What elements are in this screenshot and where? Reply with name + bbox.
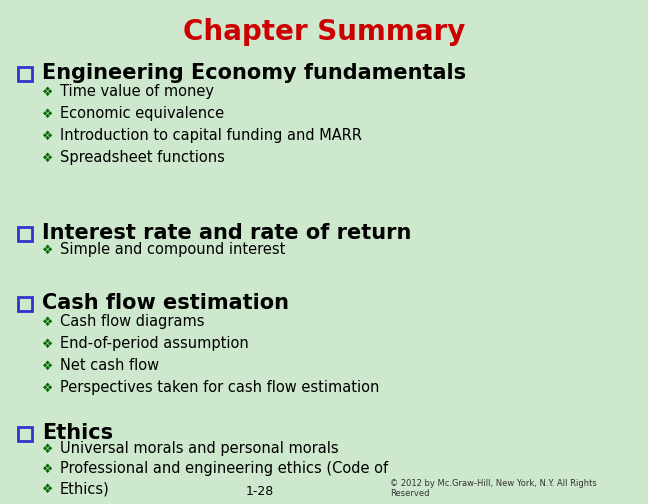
- Text: Net cash flow: Net cash flow: [60, 358, 159, 373]
- Text: ❖: ❖: [42, 152, 54, 165]
- Text: ❖: ❖: [42, 244, 54, 257]
- Text: ❖: ❖: [42, 443, 54, 456]
- Text: Spreadsheet functions: Spreadsheet functions: [60, 150, 225, 165]
- Text: Interest rate and rate of return: Interest rate and rate of return: [42, 223, 411, 243]
- Text: ❖: ❖: [42, 316, 54, 329]
- Text: ❖: ❖: [42, 130, 54, 143]
- Text: Time value of money: Time value of money: [60, 84, 214, 99]
- Text: Engineering Economy fundamentals: Engineering Economy fundamentals: [42, 63, 466, 83]
- Text: Ethics): Ethics): [60, 481, 110, 496]
- Bar: [18, 427, 32, 441]
- Text: © 2012 by Mc.Graw-Hill, New York, N.Y. All Rights
Reserved: © 2012 by Mc.Graw-Hill, New York, N.Y. A…: [390, 479, 597, 498]
- Text: End-of-period assumption: End-of-period assumption: [60, 336, 249, 351]
- Text: ❖: ❖: [42, 483, 54, 496]
- Text: ❖: ❖: [42, 463, 54, 476]
- Text: Chapter Summary: Chapter Summary: [183, 18, 465, 46]
- Text: Cash flow diagrams: Cash flow diagrams: [60, 314, 205, 329]
- Bar: [18, 67, 32, 81]
- Text: ❖: ❖: [42, 360, 54, 373]
- Bar: [18, 297, 32, 311]
- Text: ❖: ❖: [42, 86, 54, 99]
- Text: Introduction to capital funding and MARR: Introduction to capital funding and MARR: [60, 128, 362, 143]
- Text: Professional and engineering ethics (Code of: Professional and engineering ethics (Cod…: [60, 461, 388, 476]
- Text: Ethics: Ethics: [42, 423, 113, 443]
- Text: Simple and compound interest: Simple and compound interest: [60, 242, 285, 257]
- Bar: [18, 227, 32, 241]
- Text: ❖: ❖: [42, 382, 54, 395]
- Text: Perspectives taken for cash flow estimation: Perspectives taken for cash flow estimat…: [60, 380, 379, 395]
- Text: Economic equivalence: Economic equivalence: [60, 106, 224, 121]
- Text: Cash flow estimation: Cash flow estimation: [42, 293, 289, 313]
- Text: ❖: ❖: [42, 108, 54, 121]
- Text: 1-28: 1-28: [246, 485, 274, 498]
- Text: Universal morals and personal morals: Universal morals and personal morals: [60, 441, 339, 456]
- Text: ❖: ❖: [42, 338, 54, 351]
